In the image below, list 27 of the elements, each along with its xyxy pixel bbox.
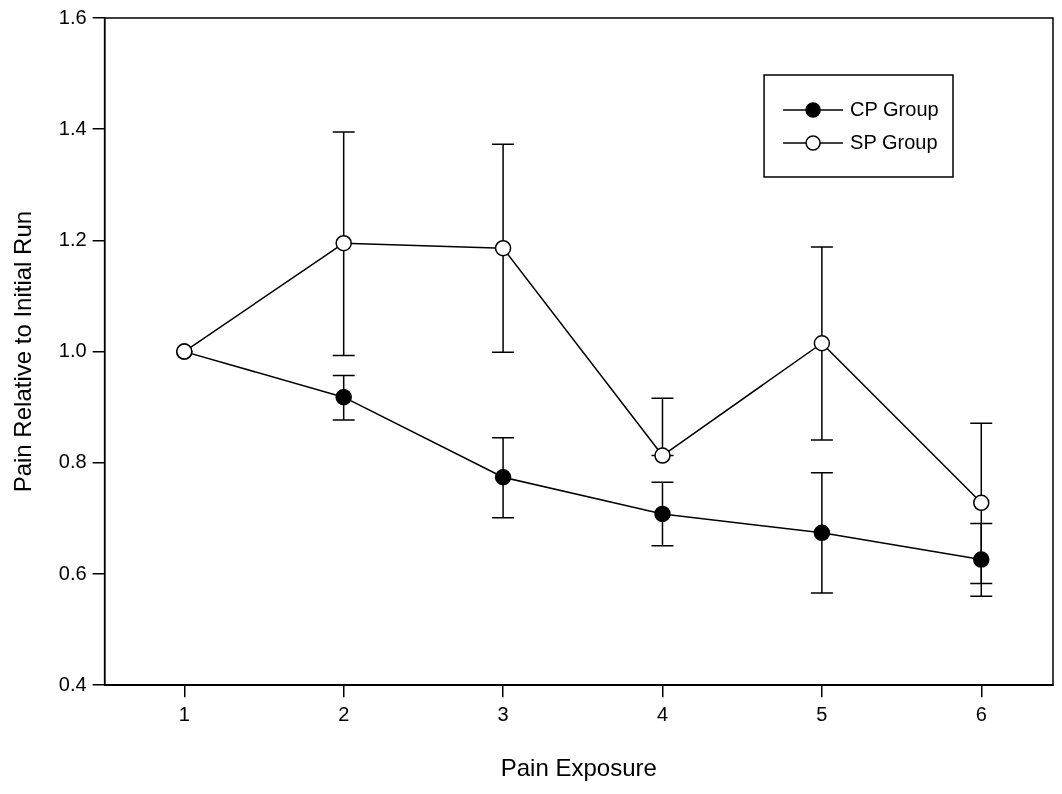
point (494, 239, 512, 257)
y-tick-label: 1.0 (58, 339, 87, 362)
point (335, 388, 352, 406)
point (813, 335, 831, 352)
x-tick-label: 3 (497, 702, 509, 725)
y-tick-label: 1.6 (58, 5, 87, 28)
x-tick-label: 6 (975, 702, 987, 725)
point (973, 551, 990, 568)
x-axis-title: Pain Exposure (500, 754, 657, 782)
point (973, 494, 990, 512)
legend-label: SP Group (850, 130, 938, 153)
legend-label: CP Group (850, 97, 939, 120)
y-tick-label: 1.2 (58, 227, 87, 250)
x-tick-label: 5 (816, 702, 828, 725)
point (654, 447, 671, 464)
y-tick-label: 0.6 (58, 561, 87, 584)
x-tick-label: 4 (656, 702, 669, 725)
y-tick-label: 0.4 (58, 672, 87, 695)
point (494, 469, 512, 486)
y-tick-label: 0.8 (58, 450, 87, 473)
y-tick-label: 1.4 (58, 116, 87, 139)
point (654, 505, 671, 523)
x-tick-label: 2 (338, 702, 350, 725)
y-axis-title: Pain Relative to Initial Run (9, 210, 37, 493)
point (813, 524, 831, 542)
x-tick-label: 1 (178, 702, 190, 725)
point (335, 234, 352, 252)
